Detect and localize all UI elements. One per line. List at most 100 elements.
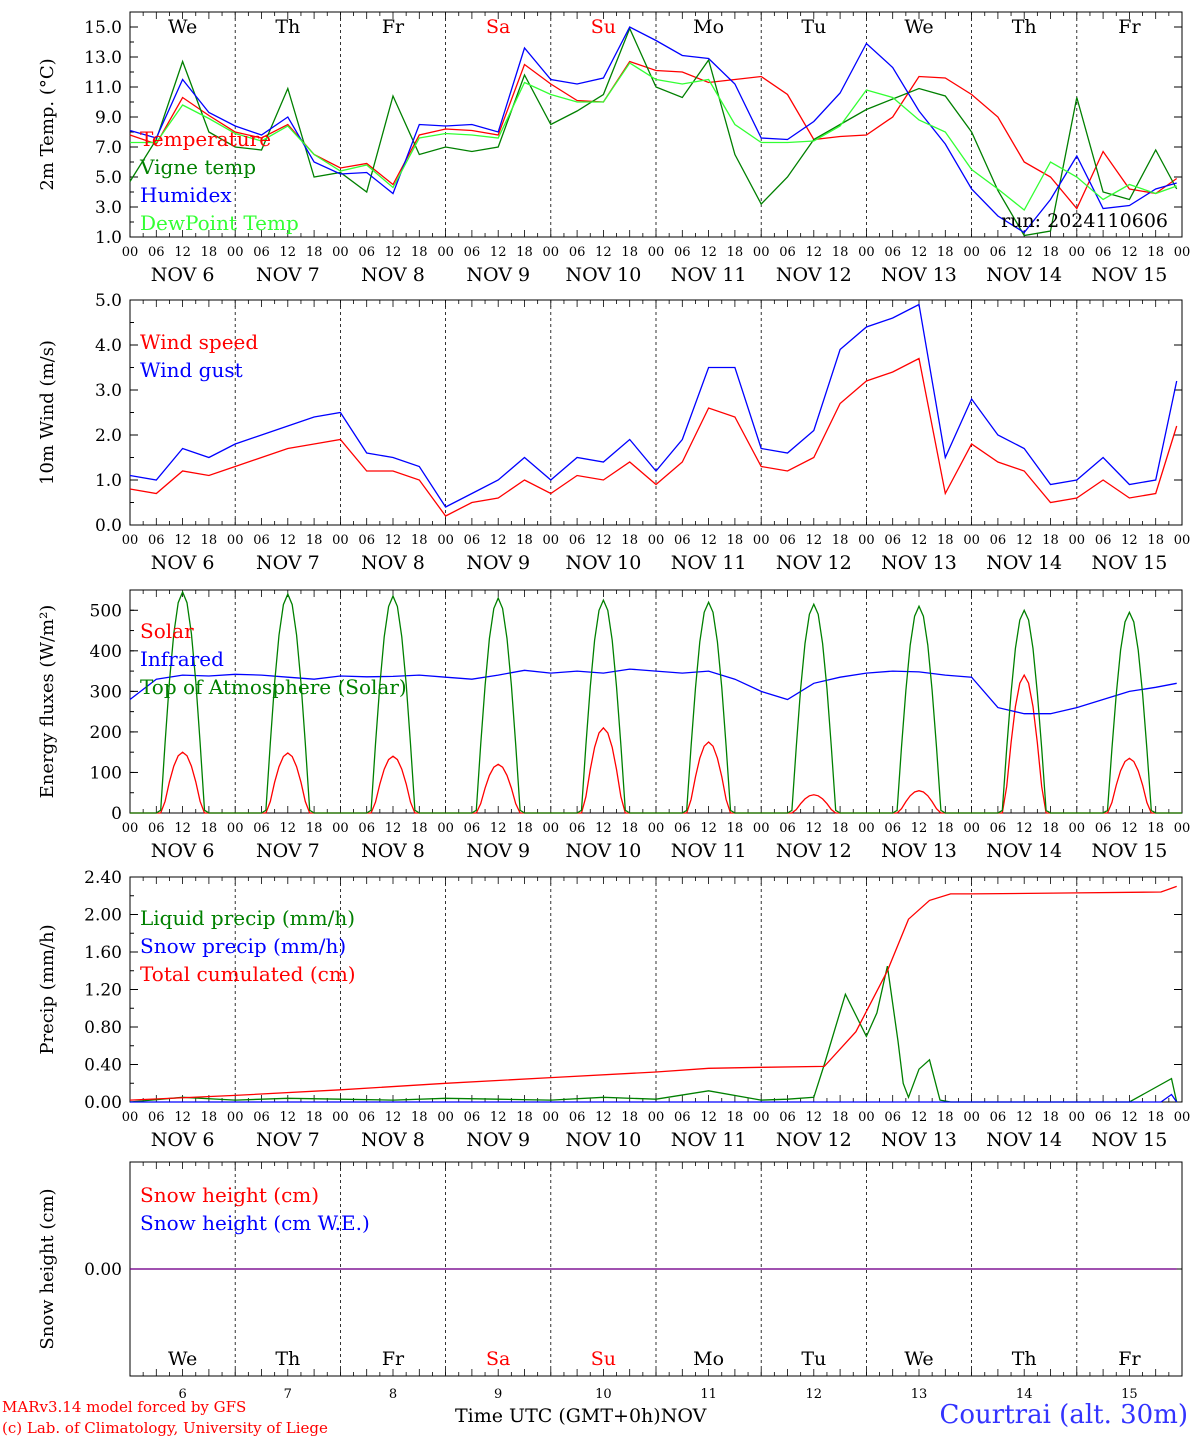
hour-label: 00 bbox=[543, 821, 560, 836]
hour-label: 12 bbox=[911, 245, 928, 260]
hour-label: 00 bbox=[858, 533, 875, 548]
hour-label: 06 bbox=[884, 533, 901, 548]
hour-label: 00 bbox=[1174, 1110, 1191, 1125]
panel-snow: 0.00 Snow height (cm) Snow height (cm) Snow… bbox=[37, 1161, 1183, 1377]
date-label: NOV 9 bbox=[466, 552, 530, 574]
legend-entry: Wind speed bbox=[140, 330, 258, 354]
hour-label: 06 bbox=[884, 821, 901, 836]
hour-label: 00 bbox=[858, 821, 875, 836]
y-tick-label: 7.0 bbox=[95, 138, 122, 158]
series-line bbox=[130, 1093, 1178, 1103]
y-tick-label: 2.00 bbox=[84, 906, 122, 926]
hour-label: 12 bbox=[595, 533, 612, 548]
weekday-label: Sa bbox=[486, 16, 510, 38]
date-label: NOV 6 bbox=[151, 1129, 215, 1151]
day-number: 6 bbox=[178, 1387, 186, 1402]
day-number: 13 bbox=[911, 1387, 928, 1402]
hour-label: 12 bbox=[1121, 245, 1138, 260]
weekday-label: Th bbox=[275, 1348, 300, 1370]
hour-label: 00 bbox=[858, 245, 875, 260]
weekday-label: Th bbox=[275, 16, 300, 38]
legend-entry: Humidex bbox=[140, 183, 232, 207]
hour-label: 06 bbox=[1095, 821, 1112, 836]
hour-label: 00 bbox=[227, 1110, 244, 1125]
y-axis-label: Snow height (cm) bbox=[37, 1188, 58, 1349]
hour-label: 06 bbox=[253, 821, 270, 836]
date-label: NOV 13 bbox=[881, 264, 957, 286]
hour-label: 12 bbox=[490, 533, 507, 548]
weekday-label: Th bbox=[1012, 1348, 1037, 1370]
panel-frame bbox=[129, 589, 1183, 814]
date-label: NOV 11 bbox=[671, 264, 747, 286]
hour-label: 12 bbox=[1016, 821, 1033, 836]
hour-label: 18 bbox=[306, 533, 323, 548]
date-label: NOV 7 bbox=[256, 552, 320, 574]
hour-label: 12 bbox=[806, 245, 823, 260]
hour-label: 18 bbox=[1042, 533, 1059, 548]
hour-label: 00 bbox=[753, 1110, 770, 1125]
y-tick-label: 3.0 bbox=[95, 198, 122, 218]
hour-label: 06 bbox=[674, 533, 691, 548]
y-tick-label: 400 bbox=[90, 642, 122, 662]
hour-label: 00 bbox=[648, 245, 665, 260]
hour-label: 12 bbox=[1121, 821, 1138, 836]
hour-label: 00 bbox=[332, 1110, 349, 1125]
hour-label: 06 bbox=[148, 821, 165, 836]
legend-entry: Wind gust bbox=[140, 358, 243, 382]
hour-label: 06 bbox=[674, 821, 691, 836]
hour-label: 18 bbox=[621, 1110, 638, 1125]
date-label: NOV 13 bbox=[881, 840, 957, 862]
y-tick-label: 0.40 bbox=[84, 1056, 122, 1076]
date-label: NOV 10 bbox=[565, 552, 641, 574]
hour-label: 12 bbox=[1016, 533, 1033, 548]
hour-label: 18 bbox=[727, 533, 744, 548]
hour-label: 12 bbox=[595, 821, 612, 836]
y-tick-label: 200 bbox=[90, 723, 122, 743]
series-line bbox=[129, 303, 1178, 508]
hour-label: 00 bbox=[648, 821, 665, 836]
hour-label: 18 bbox=[516, 245, 533, 260]
y-tick-label: 500 bbox=[90, 601, 122, 621]
hour-label: 12 bbox=[280, 533, 297, 548]
hour-label: 12 bbox=[700, 245, 717, 260]
date-label: NOV 6 bbox=[151, 552, 215, 574]
hour-label: 00 bbox=[963, 1110, 980, 1125]
hour-label: 00 bbox=[332, 821, 349, 836]
hour-label: 18 bbox=[727, 821, 744, 836]
hour-label: 06 bbox=[674, 245, 691, 260]
hour-label: 06 bbox=[464, 821, 481, 836]
hour-label: 18 bbox=[621, 533, 638, 548]
y-axis-label: Energy fluxes (W/m²) bbox=[37, 605, 58, 799]
x-axis-title: Time UTC (GMT+0h)NOV bbox=[455, 1405, 707, 1427]
hour-label: 18 bbox=[516, 821, 533, 836]
y-axis-label: 2m Temp. (°C) bbox=[37, 58, 58, 190]
hour-label: 18 bbox=[937, 245, 954, 260]
hour-label: 18 bbox=[411, 1110, 428, 1125]
series-line bbox=[129, 885, 1177, 1101]
run-label: run: 2024110606 bbox=[1001, 210, 1168, 232]
hour-label: 06 bbox=[569, 245, 586, 260]
series-line bbox=[129, 26, 1178, 237]
hour-label: 12 bbox=[280, 245, 297, 260]
hour-label: 12 bbox=[385, 533, 402, 548]
hour-label: 06 bbox=[990, 533, 1007, 548]
hour-label: 12 bbox=[174, 821, 191, 836]
legend-entry: Total cumulated (cm) bbox=[140, 962, 356, 986]
date-label: NOV 10 bbox=[565, 840, 641, 862]
date-label: NOV 15 bbox=[1091, 264, 1167, 286]
y-tick-label: 9.0 bbox=[95, 108, 122, 128]
series-line bbox=[130, 62, 1177, 211]
series-line bbox=[129, 26, 1177, 234]
date-label: NOV 14 bbox=[986, 840, 1062, 862]
date-label: NOV 13 bbox=[881, 1129, 957, 1151]
hour-label: 18 bbox=[1147, 1110, 1164, 1125]
date-label: NOV 14 bbox=[986, 1129, 1062, 1151]
hour-label: 12 bbox=[700, 533, 717, 548]
hour-label: 00 bbox=[437, 821, 454, 836]
day-number: 12 bbox=[806, 1387, 823, 1402]
y-tick-label: 0 bbox=[111, 804, 122, 824]
hour-label: 06 bbox=[464, 1110, 481, 1125]
date-label: NOV 12 bbox=[776, 1129, 852, 1151]
hour-label: 18 bbox=[306, 1110, 323, 1125]
y-tick-label: 1.60 bbox=[84, 943, 122, 963]
